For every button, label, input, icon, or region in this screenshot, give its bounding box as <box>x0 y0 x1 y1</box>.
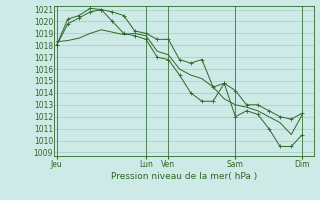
X-axis label: Pression niveau de la mer( hPa ): Pression niveau de la mer( hPa ) <box>111 172 257 181</box>
